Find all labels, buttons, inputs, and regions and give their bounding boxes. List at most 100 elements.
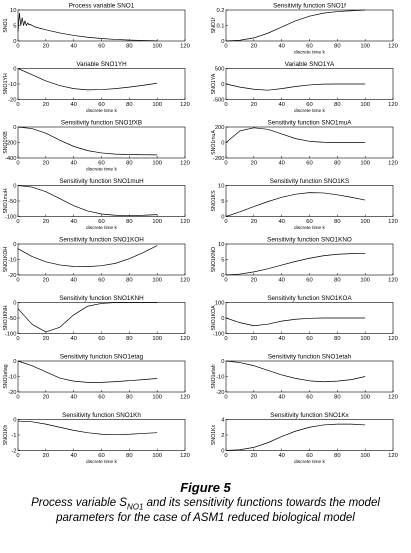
y-tick-label: 10: [218, 184, 224, 190]
y-tick-label: 0: [13, 301, 16, 307]
plot-frame: [17, 68, 186, 100]
chart-panel: Sensitivity function SNO1muA 0 20 40 60 80 100…: [211, 120, 398, 167]
y-axis-label: SNO1KOH: [3, 247, 9, 273]
x-tick-label: 80: [126, 102, 132, 108]
figure-caption-line2: parameters for the case of ASM1 reduced …: [56, 512, 355, 524]
series-line: [225, 317, 366, 327]
y-tick-label: -20: [8, 273, 16, 279]
x-tick-label: 0: [224, 395, 227, 401]
chart-title: Sensitivity function SNO1etah: [268, 354, 352, 361]
plot-frame: [17, 419, 186, 451]
x-tick-label: 40: [278, 336, 284, 342]
y-tick-label: 2: [221, 433, 224, 439]
x-axis-label: discrete time k: [294, 225, 326, 231]
x-tick-label: 80: [126, 44, 132, 50]
series-line: [17, 420, 158, 436]
x-tick-label: 20: [43, 102, 49, 108]
x-tick-label: 60: [98, 161, 104, 167]
x-tick-label: 60: [306, 395, 312, 401]
x-tick-label: 80: [126, 453, 132, 459]
x-tick-label: 100: [152, 102, 162, 108]
y-tick-label: 0: [221, 39, 224, 45]
x-tick-label: 100: [152, 278, 162, 284]
y-axis-label: SNO1Kx: [211, 425, 217, 446]
chart-title: Sensitivity function SNO1f: [273, 3, 346, 10]
y-tick-label: 0: [221, 141, 224, 147]
x-tick-label: 120: [388, 102, 398, 108]
x-tick-label: 40: [70, 453, 76, 459]
series-line: [17, 68, 158, 91]
x-tick-label: 120: [180, 453, 190, 459]
y-tick-label: 5: [13, 24, 16, 30]
plot-frame: [225, 360, 394, 393]
x-tick-label: 0: [224, 278, 227, 284]
x-tick-label: 20: [43, 336, 49, 342]
x-tick-label: 0: [16, 278, 19, 284]
y-tick-label: 0: [13, 418, 16, 424]
y-tick-label: -20: [8, 390, 16, 396]
x-tick-label: 0: [16, 219, 19, 225]
caption-subscript: NO1: [126, 502, 144, 512]
x-axis-label: discrete time k: [294, 108, 326, 114]
x-tick-label: 0: [224, 219, 227, 225]
y-tick-label: -2: [11, 449, 16, 455]
x-tick-label: 0: [16, 395, 19, 401]
x-tick-label: 20: [43, 278, 49, 284]
x-tick-label: 100: [360, 219, 370, 225]
x-tick-label: 100: [152, 336, 162, 342]
x-tick-label: 0: [224, 102, 227, 108]
x-tick-label: 120: [180, 44, 190, 50]
x-tick-label: 60: [306, 219, 312, 225]
x-tick-label: 120: [180, 219, 190, 225]
x-tick-label: 80: [334, 44, 340, 50]
caption-text-pre: Process variable S: [31, 497, 127, 509]
x-tick-label: 60: [98, 453, 104, 459]
plot-frame: [225, 243, 394, 276]
plot-frame: [17, 185, 186, 217]
x-tick-label: 60: [98, 336, 104, 342]
x-tick-label: 40: [278, 278, 284, 284]
y-axis-label: SNO1KNH: [3, 305, 9, 330]
x-tick-label: 20: [43, 161, 49, 167]
x-axis-label: discrete time k: [86, 459, 118, 465]
x-axis-label: discrete time k: [86, 225, 118, 231]
x-tick-label: 100: [152, 395, 162, 401]
series-line: [225, 252, 366, 276]
x-tick-label: 40: [70, 44, 76, 50]
x-tick-label: 80: [126, 278, 132, 284]
y-axis-label: SNO1YH: [3, 73, 9, 95]
y-tick-label: 4: [221, 418, 225, 424]
chart-panel: Sensitivity function SNO1fXB 0 20 40 60 80 100…: [3, 120, 190, 173]
chart-panel: Process variable SNO1 0 20 40 60 80 100 120 0 5 10…: [3, 3, 190, 50]
chart-title: Process variable SNO1: [69, 3, 135, 10]
figure-label: Figure 5: [180, 480, 231, 495]
x-tick-label: 60: [98, 44, 104, 50]
plot-frame: [17, 126, 186, 159]
chart-title: Sensitivity function SNO1KNH: [59, 295, 144, 302]
x-tick-label: 60: [306, 453, 312, 459]
chart-panel: Sensitivity function SNO1etag 0 20 40 60 80 10…: [3, 354, 190, 401]
x-tick-label: 60: [306, 161, 312, 167]
y-tick-label: -100: [5, 332, 17, 338]
x-tick-label: 80: [334, 336, 340, 342]
plot-frame: [17, 302, 186, 334]
x-tick-label: 40: [278, 161, 284, 167]
x-tick-label: 80: [334, 395, 340, 401]
x-tick-label: 20: [251, 102, 257, 108]
y-axis-label: SNO1Kh: [3, 425, 9, 446]
x-tick-label: 120: [388, 44, 398, 50]
y-tick-label: 5: [221, 258, 224, 264]
y-tick-label: -200: [213, 156, 225, 162]
series-line: [17, 12, 158, 42]
chart-panel: Variable SNO1YH 0 20 40 60 80 100 120 -20 -10 0 SNO…: [3, 61, 190, 114]
x-axis-label: discrete time k: [86, 167, 118, 173]
x-tick-label: 40: [278, 453, 284, 459]
y-tick-label: 0: [13, 359, 16, 365]
x-tick-label: 100: [360, 395, 370, 401]
x-tick-label: 80: [126, 336, 132, 342]
x-tick-label: 20: [251, 278, 257, 284]
y-tick-label: 10: [10, 8, 16, 14]
x-tick-label: 20: [251, 453, 257, 459]
x-tick-label: 20: [251, 161, 257, 167]
chart-panel: Sensitivity function SNO1KOH 0 20 40 60 80 100…: [3, 237, 190, 284]
